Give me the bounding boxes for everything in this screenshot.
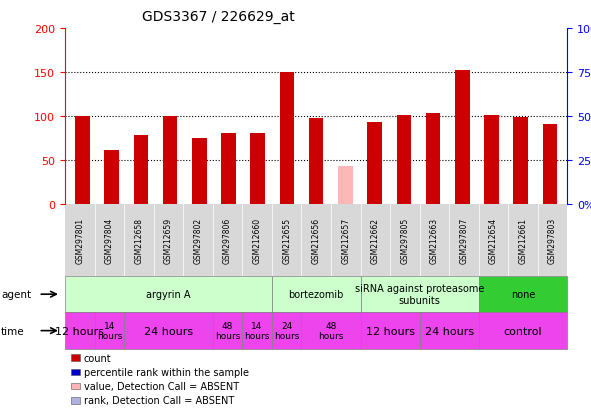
Bar bbox=[105, 151, 119, 204]
Text: percentile rank within the sample: percentile rank within the sample bbox=[84, 367, 249, 377]
Text: GSM212654: GSM212654 bbox=[489, 217, 498, 263]
Bar bbox=[163, 116, 177, 204]
Bar bbox=[397, 116, 411, 204]
Bar bbox=[367, 123, 382, 204]
Bar bbox=[221, 134, 236, 204]
Text: GSM212660: GSM212660 bbox=[252, 217, 262, 263]
Text: GSM297801: GSM297801 bbox=[75, 217, 85, 263]
Text: GSM297804: GSM297804 bbox=[105, 217, 114, 263]
Text: GSM297802: GSM297802 bbox=[193, 217, 203, 263]
Text: 14
hours: 14 hours bbox=[97, 321, 122, 340]
Text: GDS3367 / 226629_at: GDS3367 / 226629_at bbox=[142, 10, 295, 24]
Bar bbox=[280, 73, 294, 204]
Text: GSM212658: GSM212658 bbox=[134, 217, 144, 263]
Text: 12 hours: 12 hours bbox=[56, 326, 104, 336]
Text: value, Detection Call = ABSENT: value, Detection Call = ABSENT bbox=[84, 381, 239, 391]
Text: none: none bbox=[511, 290, 535, 299]
Bar bbox=[543, 124, 557, 204]
Text: GSM297807: GSM297807 bbox=[459, 217, 469, 263]
Text: bortezomib: bortezomib bbox=[288, 290, 344, 299]
Text: argyrin A: argyrin A bbox=[146, 290, 191, 299]
Text: GSM212657: GSM212657 bbox=[341, 217, 350, 263]
Text: GSM212659: GSM212659 bbox=[164, 217, 173, 263]
Text: GSM297805: GSM297805 bbox=[400, 217, 410, 263]
Bar bbox=[192, 138, 207, 204]
Text: GSM297806: GSM297806 bbox=[223, 217, 232, 263]
Text: count: count bbox=[84, 353, 112, 363]
Text: GSM297803: GSM297803 bbox=[548, 217, 557, 263]
Text: 24 hours: 24 hours bbox=[144, 326, 193, 336]
Text: siRNA against proteasome
subunits: siRNA against proteasome subunits bbox=[355, 284, 484, 305]
Bar bbox=[426, 114, 440, 204]
Text: GSM212663: GSM212663 bbox=[430, 217, 439, 263]
Text: 14
hours: 14 hours bbox=[245, 321, 269, 340]
Text: GSM212661: GSM212661 bbox=[518, 217, 528, 263]
Bar bbox=[251, 134, 265, 204]
Bar bbox=[134, 136, 148, 204]
Bar bbox=[75, 116, 90, 204]
Text: agent: agent bbox=[1, 290, 31, 299]
Text: rank, Detection Call = ABSENT: rank, Detection Call = ABSENT bbox=[84, 395, 234, 406]
Text: GSM212656: GSM212656 bbox=[311, 217, 321, 263]
Bar bbox=[455, 71, 469, 204]
Bar bbox=[338, 166, 353, 204]
Bar bbox=[309, 119, 323, 204]
Text: 48
hours: 48 hours bbox=[215, 321, 240, 340]
Text: GSM212662: GSM212662 bbox=[371, 217, 380, 263]
Bar bbox=[514, 117, 528, 204]
Text: GSM212655: GSM212655 bbox=[282, 217, 291, 263]
Text: 12 hours: 12 hours bbox=[366, 326, 414, 336]
Text: control: control bbox=[504, 326, 543, 336]
Text: time: time bbox=[1, 326, 25, 336]
Text: 24
hours: 24 hours bbox=[274, 321, 299, 340]
Text: 24 hours: 24 hours bbox=[424, 326, 474, 336]
Text: 48
hours: 48 hours bbox=[319, 321, 343, 340]
Bar bbox=[484, 116, 499, 204]
